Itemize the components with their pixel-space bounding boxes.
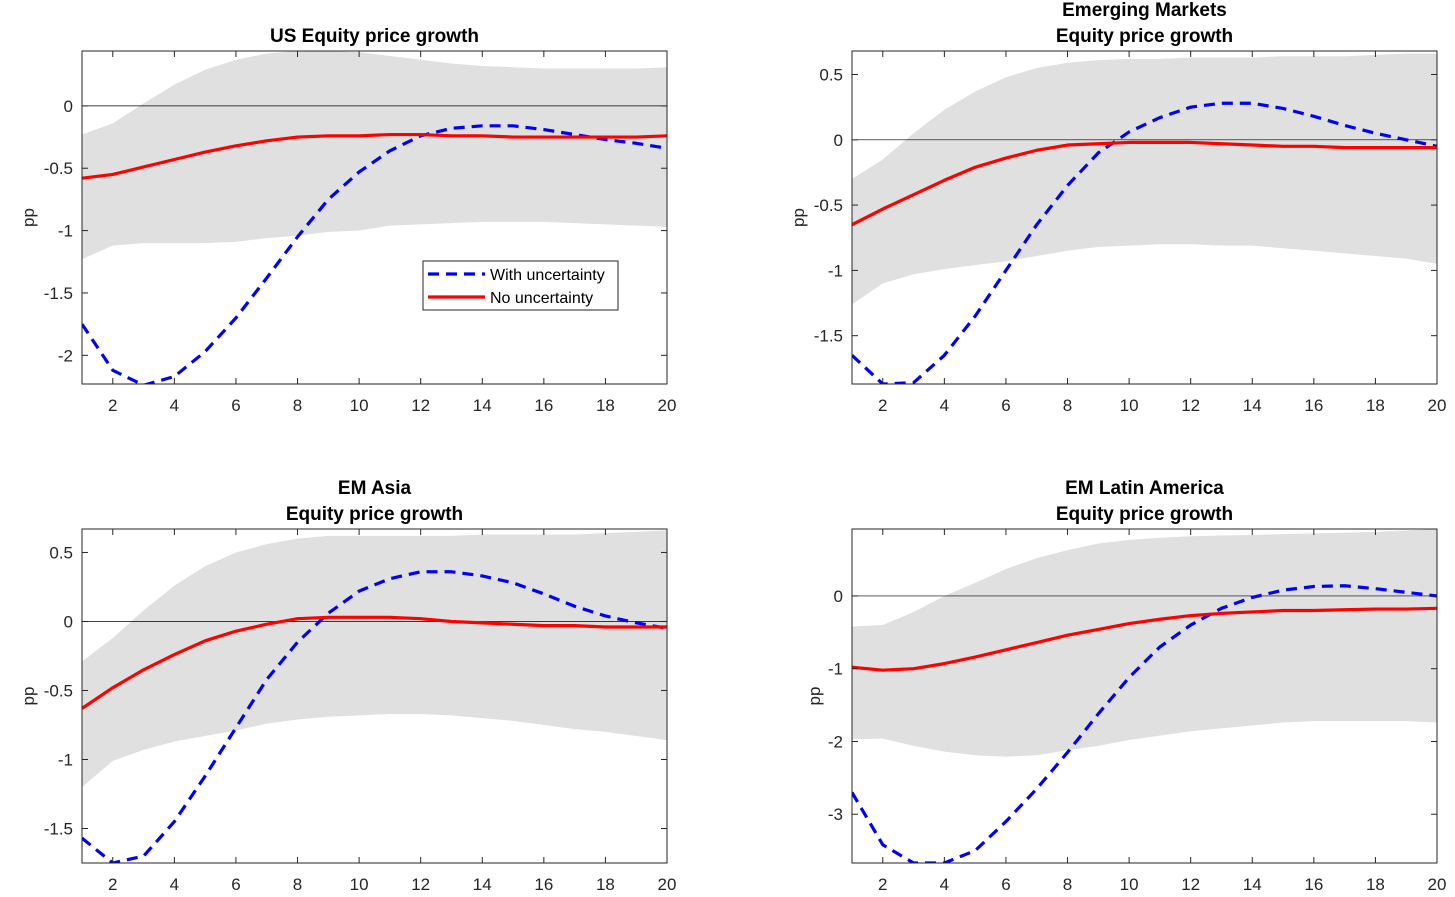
x-tick-label: 10 xyxy=(1120,396,1139,415)
chart-title: US Equity price growth xyxy=(270,26,479,47)
y-axis-label: pp xyxy=(789,208,808,227)
chart-title: Equity price growth xyxy=(1056,504,1233,525)
x-tick-label: 4 xyxy=(940,875,949,894)
series-no-uncertainty xyxy=(852,606,1437,672)
x-tick-label: 12 xyxy=(411,396,430,415)
y-tick-label: -2 xyxy=(58,346,73,365)
y-tick-label: -1 xyxy=(58,750,73,769)
x-tick-label: 12 xyxy=(1181,875,1200,894)
x-tick-label: 4 xyxy=(170,875,179,894)
x-tick-label: 6 xyxy=(231,875,240,894)
y-tick-label: -3 xyxy=(828,805,843,824)
y-tick-label: -1 xyxy=(58,222,73,241)
y-tick-label: 0 xyxy=(64,612,73,631)
y-tick-label: -1 xyxy=(828,660,843,679)
y-tick-label: -1 xyxy=(828,261,843,280)
chart-title: Equity price growth xyxy=(286,504,463,525)
y-axis-label: pp xyxy=(19,208,38,227)
y-tick-label: 0.5 xyxy=(819,66,843,85)
x-tick-label: 18 xyxy=(596,396,615,415)
x-tick-label: 14 xyxy=(473,396,492,415)
x-tick-label: 18 xyxy=(1366,396,1385,415)
x-tick-label: 10 xyxy=(350,875,369,894)
x-tick-label: 2 xyxy=(878,875,887,894)
axes-box xyxy=(81,50,668,385)
x-tick-label: 14 xyxy=(473,875,492,894)
legend: With uncertainty No uncertainty xyxy=(422,260,619,311)
x-tick-label: 6 xyxy=(231,396,240,415)
series-with-uncertainty xyxy=(852,101,1437,384)
series-with-uncertainty xyxy=(82,570,667,863)
panel-3: 2 4 6 8 10 12 14 16 18 20 -1.5 -1 -0.5 0 0.5 pp EM Asia E… xyxy=(19,478,676,894)
x-tick-label: 14 xyxy=(1243,396,1262,415)
x-tick-label: 12 xyxy=(411,875,430,894)
x-tick-label: 8 xyxy=(1063,875,1072,894)
series-with-uncertainty xyxy=(852,584,1437,863)
y-tick-label: -1.5 xyxy=(44,819,73,838)
plot-area xyxy=(82,51,667,384)
x-tick-label: 2 xyxy=(108,875,117,894)
chart-title: EM Asia xyxy=(338,478,412,499)
y-tick-label: 0 xyxy=(64,97,73,116)
x-tick-label: 4 xyxy=(170,396,179,415)
y-tick-label: -2 xyxy=(828,732,843,751)
x-tick-label: 20 xyxy=(658,875,677,894)
chart-title: Emerging Markets xyxy=(1062,0,1227,21)
y-tick-label: -1.5 xyxy=(814,327,843,346)
chart-title: EM Latin America xyxy=(1065,478,1224,499)
x-tick-label: 8 xyxy=(1063,396,1072,415)
series-no-uncertainty xyxy=(852,140,1437,227)
y-tick-label: -1.5 xyxy=(44,284,73,303)
x-tick-label: 20 xyxy=(658,396,677,415)
plot-area xyxy=(852,53,1437,384)
x-tick-label: 2 xyxy=(878,396,887,415)
y-tick-label: 0 xyxy=(834,131,843,150)
confidence-band xyxy=(82,51,667,260)
x-tick-label: 16 xyxy=(534,875,553,894)
x-tick-label: 6 xyxy=(1001,875,1010,894)
x-tick-label: 12 xyxy=(1181,396,1200,415)
plot-area xyxy=(852,529,1437,863)
y-tick-label: 0.5 xyxy=(49,543,73,562)
x-tick-label: 10 xyxy=(350,396,369,415)
x-tick-label: 14 xyxy=(1243,875,1262,894)
x-tick-label: 10 xyxy=(1120,875,1139,894)
x-tick-label: 2 xyxy=(108,396,117,415)
y-axis-label: pp xyxy=(805,687,824,706)
x-tick-label: 4 xyxy=(940,396,949,415)
confidence-band xyxy=(82,530,667,788)
legend-label: With uncertainty xyxy=(490,267,605,284)
x-tick-label: 6 xyxy=(1001,396,1010,415)
chart-title: Equity price growth xyxy=(1056,26,1233,47)
x-tick-label: 8 xyxy=(293,396,302,415)
series-no-uncertainty xyxy=(82,615,667,710)
plot-area xyxy=(82,530,667,863)
x-tick-label: 20 xyxy=(1428,396,1447,415)
x-tick-label: 16 xyxy=(1304,875,1323,894)
y-tick-label: 0 xyxy=(834,587,843,606)
x-tick-label: 16 xyxy=(534,396,553,415)
y-tick-label: -0.5 xyxy=(814,196,843,215)
x-tick-label: 16 xyxy=(1304,396,1323,415)
series-no-uncertainty xyxy=(82,132,667,180)
panel-1: 2 4 6 8 10 12 14 16 18 20 -2 -1.5 -1 -0.5 0 pp US Equity… xyxy=(19,26,676,415)
confidence-band xyxy=(852,529,1437,757)
x-tick-label: 20 xyxy=(1428,875,1447,894)
panel-2: 2 4 6 8 10 12 14 16 18 20 -1.5 -1 -0.5 0 0.5 pp Emerging… xyxy=(789,0,1446,415)
axes-box xyxy=(851,50,1438,385)
panel-4: 2 4 6 8 10 12 14 16 18 20 -3 -2 -1 0 pp EM Latin Americ… xyxy=(805,478,1446,894)
x-tick-label: 8 xyxy=(293,875,302,894)
legend-label: No uncertainty xyxy=(490,290,593,307)
y-tick-label: -0.5 xyxy=(44,159,73,178)
axes-box xyxy=(851,528,1438,864)
y-axis-label: pp xyxy=(19,687,38,706)
x-tick-label: 18 xyxy=(1366,875,1385,894)
x-tick-label: 18 xyxy=(596,875,615,894)
y-tick-label: -0.5 xyxy=(44,681,73,700)
axes-box xyxy=(81,528,668,864)
series-with-uncertainty xyxy=(82,124,667,384)
confidence-band xyxy=(852,53,1437,305)
legend-box xyxy=(422,260,619,311)
